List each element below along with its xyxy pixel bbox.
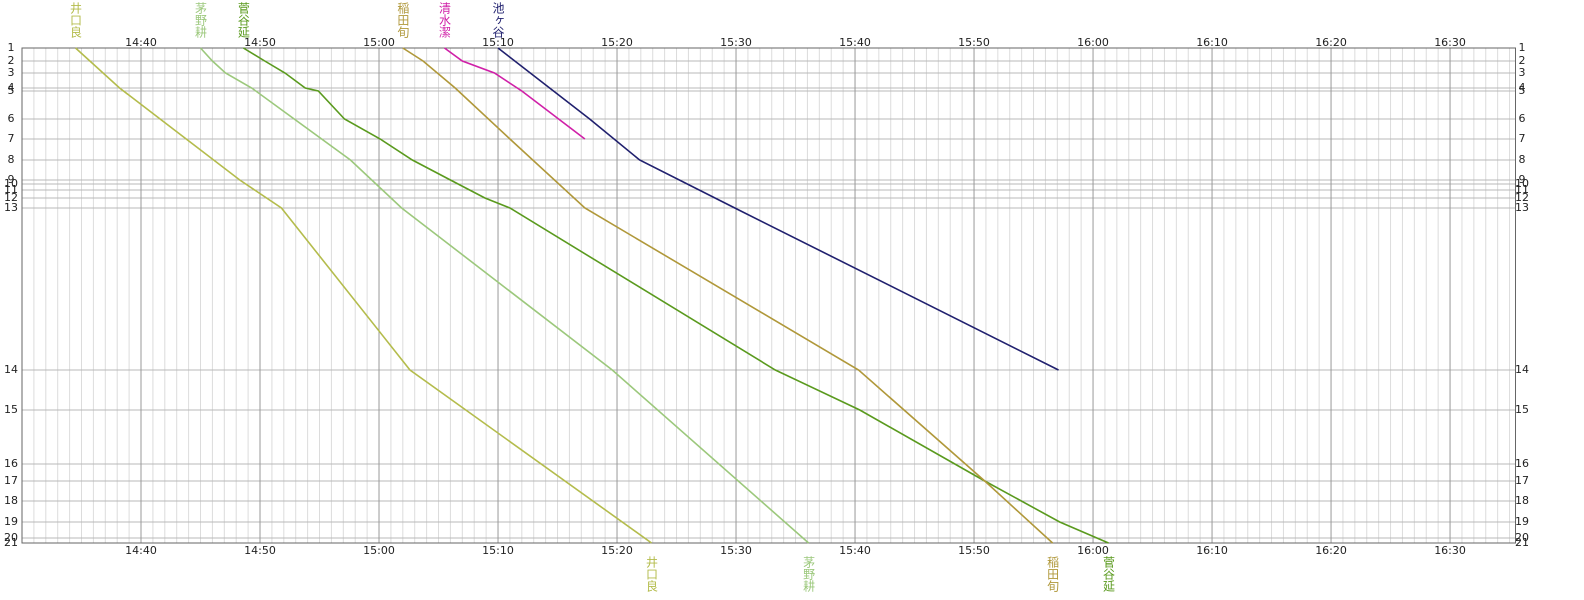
y-tick-label: 4 xyxy=(8,81,15,94)
x-tick-label-bottom: 16:30 xyxy=(1434,544,1466,557)
y-tick-label-right: 8 xyxy=(1519,153,1526,166)
x-tick-label-top: 15:40 xyxy=(839,36,871,49)
y-tick-label: 11 xyxy=(4,183,18,196)
y-tick-label-right: 11 xyxy=(1515,183,1529,196)
y-tick-label: 12 xyxy=(4,191,18,204)
y-tick-label-right: 10 xyxy=(1515,177,1529,190)
runner-name-top: 稲田旬 xyxy=(396,2,410,38)
y-tick-label-right: 7 xyxy=(1519,132,1526,145)
runner-name-top: 清水潔 xyxy=(437,2,451,38)
runner-line xyxy=(443,47,586,140)
y-tick-label: 20 xyxy=(4,531,18,544)
y-tick-label: 14 xyxy=(4,363,18,376)
y-tick-label-right: 19 xyxy=(1515,515,1529,528)
y-tick-label-right: 21 xyxy=(1515,536,1529,549)
y-tick-label-right: 9 xyxy=(1519,173,1526,186)
y-tick-label: 17 xyxy=(4,474,18,487)
y-tick-label-right: 18 xyxy=(1515,494,1529,507)
runner-name-top: 井口良 xyxy=(69,2,83,39)
y-tick-label-right: 2 xyxy=(1519,54,1526,67)
plot-border xyxy=(21,47,1516,544)
y-tick-label-right: 14 xyxy=(1515,363,1529,376)
x-tick-label-bottom: 15:40 xyxy=(839,544,871,557)
y-tick-label: 9 xyxy=(8,173,15,186)
y-tick-label: 19 xyxy=(4,515,18,528)
x-tick-label-top: 14:50 xyxy=(244,36,276,49)
runner-name-bottom: 茅野耕 xyxy=(802,556,816,593)
x-tick-label-top: 16:30 xyxy=(1434,36,1466,49)
y-tick-label-right: 12 xyxy=(1515,191,1529,204)
y-tick-label: 2 xyxy=(8,54,15,67)
y-tick-label-right: 13 xyxy=(1515,201,1529,214)
y-tick-label: 8 xyxy=(8,153,15,166)
runner-name-top: 池ヶ谷 xyxy=(491,2,505,39)
runner-name-bottom: 菅谷延 xyxy=(1102,556,1116,593)
runner-name-top: 茅野耕 xyxy=(194,2,208,39)
y-tick-label: 7 xyxy=(8,132,15,145)
runner-line xyxy=(402,47,1054,544)
y-tick-label-right: 20 xyxy=(1515,531,1529,544)
x-tick-label-bottom: 14:40 xyxy=(125,544,157,557)
x-tick-label-bottom: 15:50 xyxy=(958,544,990,557)
x-tick-label-bottom: 14:50 xyxy=(244,544,276,557)
runner-line xyxy=(199,47,810,544)
y-tick-label: 18 xyxy=(4,494,18,507)
x-tick-label-top: 15:10 xyxy=(482,36,514,49)
runner-name-bottom: 井口良 xyxy=(645,556,659,593)
y-tick-label-right: 6 xyxy=(1519,112,1526,125)
y-tick-label: 6 xyxy=(8,112,15,125)
x-tick-label-bottom: 16:10 xyxy=(1196,544,1228,557)
runner-name-bottom: 稲田旬 xyxy=(1046,556,1060,592)
y-tick-label: 10 xyxy=(4,177,18,190)
x-tick-label-bottom: 15:20 xyxy=(601,544,633,557)
y-tick-label-right: 4 xyxy=(1519,81,1526,94)
y-tick-label: 13 xyxy=(4,201,18,214)
y-tick-label-right: 3 xyxy=(1519,66,1526,79)
x-tick-label-bottom: 16:20 xyxy=(1315,544,1347,557)
x-tick-label-top: 16:10 xyxy=(1196,36,1228,49)
runner-name-top: 菅谷延 xyxy=(236,2,250,39)
y-tick-label: 16 xyxy=(4,457,18,470)
y-tick-label-right: 5 xyxy=(1519,84,1526,97)
x-tick-label-bottom: 15:00 xyxy=(363,544,395,557)
y-tick-label: 1 xyxy=(8,41,15,54)
x-tick-label-bottom: 16:00 xyxy=(1077,544,1109,557)
y-tick-label: 5 xyxy=(8,84,15,97)
y-tick-label-right: 1 xyxy=(1519,41,1526,54)
x-tick-label-bottom: 15:10 xyxy=(482,544,514,557)
y-tick-label: 15 xyxy=(4,403,18,416)
y-tick-label-right: 17 xyxy=(1515,474,1529,487)
x-tick-label-top: 15:50 xyxy=(958,36,990,49)
x-tick-label-top: 15:20 xyxy=(601,36,633,49)
runner-line xyxy=(242,47,1109,544)
x-tick-label-top: 14:40 xyxy=(125,36,157,49)
x-tick-label-bottom: 15:30 xyxy=(720,544,752,557)
y-tick-label-right: 16 xyxy=(1515,457,1529,470)
y-tick-label: 3 xyxy=(8,66,15,79)
x-tick-label-top: 16:20 xyxy=(1315,36,1347,49)
x-tick-label-top: 16:00 xyxy=(1077,36,1109,49)
runner-line xyxy=(497,47,1059,371)
x-tick-label-top: 15:30 xyxy=(720,36,752,49)
y-tick-label: 21 xyxy=(4,536,18,549)
runner-line xyxy=(75,47,652,544)
y-tick-label-right: 15 xyxy=(1515,403,1529,416)
x-tick-label-top: 15:00 xyxy=(363,36,395,49)
